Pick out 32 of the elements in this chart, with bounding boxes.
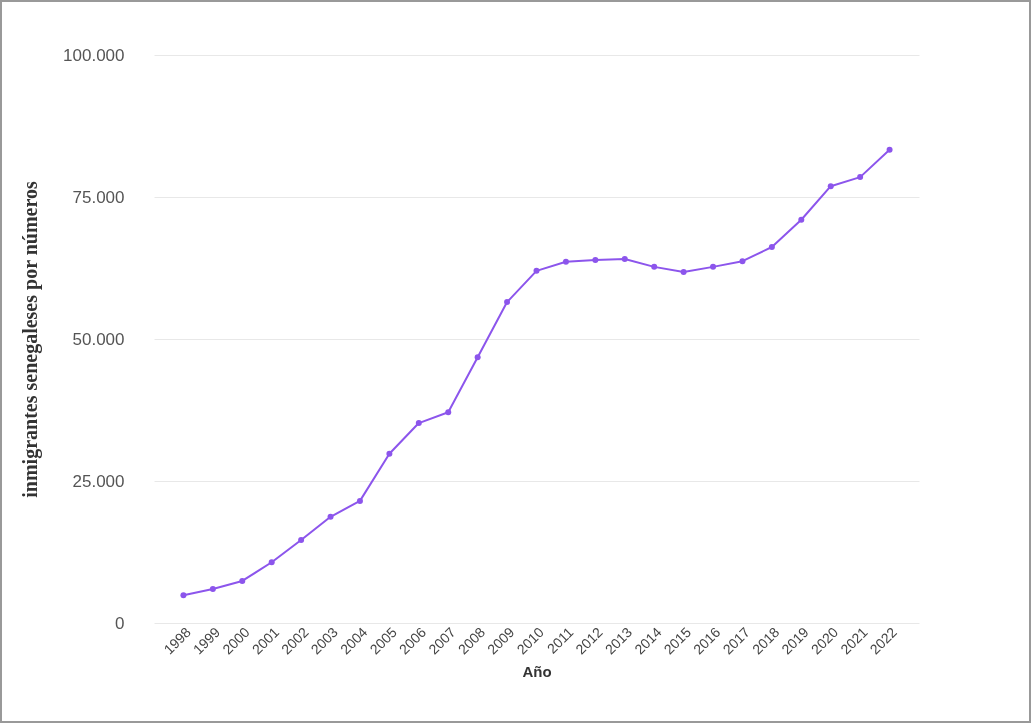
point <box>533 267 540 274</box>
point <box>298 537 305 544</box>
y-tick-label: 75.000 <box>72 187 125 207</box>
point <box>356 497 363 504</box>
point <box>327 513 334 520</box>
point <box>827 183 834 190</box>
point <box>857 174 864 181</box>
point <box>710 263 717 270</box>
point <box>621 255 628 262</box>
point <box>798 216 805 223</box>
point <box>562 258 569 265</box>
point <box>886 146 893 153</box>
y-tick-label: 50.000 <box>72 329 125 349</box>
y-tick-label: 25.000 <box>72 471 125 491</box>
point <box>680 268 687 275</box>
point <box>504 299 511 306</box>
point <box>768 243 775 250</box>
point <box>415 420 422 427</box>
point <box>651 263 658 270</box>
point <box>180 592 187 599</box>
y-axis-title: inmigrantes senegaleses por números <box>19 181 43 498</box>
point <box>209 585 216 592</box>
y-tick-label: 100.000 <box>63 45 125 65</box>
point <box>386 450 393 457</box>
point <box>239 577 246 584</box>
point <box>739 258 746 265</box>
y-tick-label: 0 <box>115 613 125 633</box>
point <box>268 559 275 566</box>
x-axis-title: Año <box>522 663 552 681</box>
point <box>445 409 452 416</box>
point <box>592 257 599 264</box>
point <box>474 354 481 361</box>
